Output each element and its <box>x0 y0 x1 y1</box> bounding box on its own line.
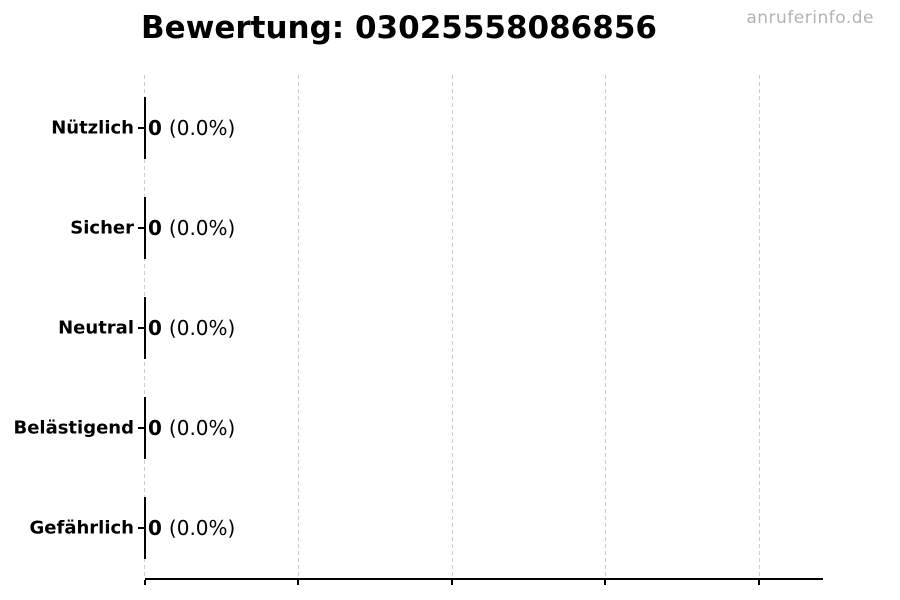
bar-annotation: 0 (0.0%) <box>148 216 235 240</box>
bar-annotation: 0 (0.0%) <box>148 516 235 540</box>
bar-annotation: 0 (0.0%) <box>148 316 235 340</box>
x-axis-tick <box>604 580 606 585</box>
bar-row: Gefährlich 0 (0.0%) <box>0 478 900 578</box>
bar-value: 0 <box>148 216 162 240</box>
x-axis-line <box>145 578 823 580</box>
gridline <box>298 75 299 578</box>
bar-value: 0 <box>148 416 162 440</box>
y-axis-tick <box>138 427 144 429</box>
gridline <box>759 75 760 578</box>
x-axis-tick <box>758 580 760 585</box>
zero-width-bar <box>144 197 146 259</box>
zero-width-bar <box>144 497 146 559</box>
bar-percent: (0.0%) <box>168 116 236 140</box>
x-axis-tick <box>144 580 146 585</box>
bar-percent: (0.0%) <box>168 416 236 440</box>
y-axis-tick <box>138 227 144 229</box>
bar-annotation: 0 (0.0%) <box>148 416 235 440</box>
bar-annotation: 0 (0.0%) <box>148 116 235 140</box>
bar-row: Neutral 0 (0.0%) <box>0 278 900 378</box>
chart-title: Bewertung: 03025558086856 <box>141 10 657 46</box>
zero-width-bar <box>144 297 146 359</box>
bar-value: 0 <box>148 316 162 340</box>
zero-width-bar <box>144 97 146 159</box>
bar-rows: Nützlich 0 (0.0%) Sicher 0 (0.0%) Neutral … <box>0 78 900 578</box>
bar-row: Nützlich 0 (0.0%) <box>0 78 900 178</box>
bar-percent: (0.0%) <box>168 516 236 540</box>
y-axis-tick <box>138 127 144 129</box>
bar-row: Sicher 0 (0.0%) <box>0 178 900 278</box>
y-axis-tick <box>138 327 144 329</box>
gridline <box>452 75 453 578</box>
watermark: anruferinfo.de <box>746 8 874 28</box>
gridline <box>605 75 606 578</box>
category-label: Gefährlich <box>29 517 134 539</box>
x-axis-tick <box>451 580 453 585</box>
bar-value: 0 <box>148 516 162 540</box>
category-label: Nützlich <box>51 117 134 139</box>
category-label: Neutral <box>58 317 134 339</box>
bar-value: 0 <box>148 116 162 140</box>
x-axis-tick <box>297 580 299 585</box>
zero-width-bar <box>144 397 146 459</box>
category-label: Belästigend <box>13 417 134 439</box>
y-axis-tick <box>138 527 144 529</box>
bar-percent: (0.0%) <box>168 316 236 340</box>
bar-row: Belästigend 0 (0.0%) <box>0 378 900 478</box>
category-label: Sicher <box>70 217 134 239</box>
bar-percent: (0.0%) <box>168 216 236 240</box>
